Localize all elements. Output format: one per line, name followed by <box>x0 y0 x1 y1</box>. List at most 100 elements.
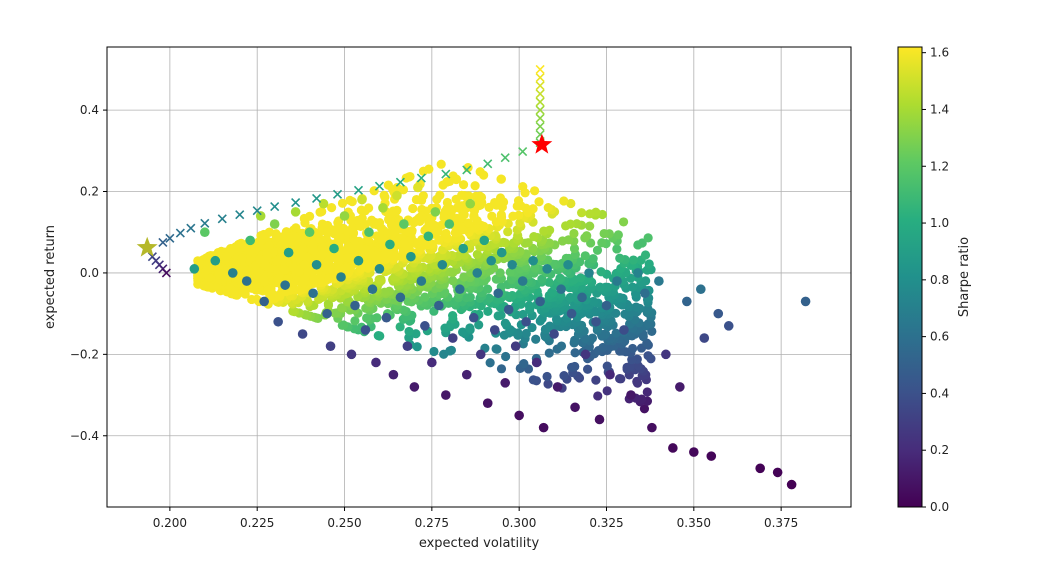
x-axis-label: expected volatility <box>419 536 540 551</box>
portfolio-point <box>557 236 568 246</box>
portfolio-point <box>294 267 304 277</box>
portfolio-point <box>227 268 238 278</box>
portfolio-point <box>534 197 544 207</box>
portfolio-point <box>597 238 607 248</box>
portfolio-point <box>280 280 290 290</box>
portfolio-point <box>311 259 322 270</box>
portfolio-point <box>521 316 531 327</box>
portfolio-point <box>371 357 381 368</box>
portfolio-point <box>654 276 664 286</box>
portfolio-point <box>448 311 458 321</box>
portfolio-point <box>346 349 357 360</box>
portfolio-point <box>800 296 811 307</box>
portfolio-point <box>723 321 734 331</box>
frontier-x-marker <box>535 81 545 91</box>
portfolio-point <box>641 276 651 286</box>
portfolio-point <box>374 274 384 285</box>
portfolio-point <box>353 255 364 266</box>
portfolio-point <box>483 284 493 294</box>
colorbar: 0.0 0.2 0.4 0.6 0.8 1.0 1.2 1.4 1.6 Sharpe ratio <box>897 46 972 514</box>
portfolio-point <box>468 312 479 323</box>
y-axis-label: expected return <box>43 225 58 329</box>
portfolio-point <box>542 371 552 382</box>
y-tick-label: 0.0 <box>80 266 99 280</box>
portfolio-point <box>519 359 529 369</box>
portfolio-point <box>309 274 319 284</box>
portfolio-point <box>517 276 528 286</box>
portfolio-point <box>329 243 339 254</box>
portfolio-point <box>457 327 468 337</box>
portfolio-point <box>259 274 269 284</box>
portfolio-point <box>259 296 269 307</box>
portfolio-point <box>412 342 422 352</box>
portfolio-point <box>474 320 484 330</box>
portfolio-point <box>283 247 294 258</box>
portfolio-point <box>429 220 439 230</box>
portfolio-point <box>542 264 552 274</box>
portfolio-point <box>640 250 651 260</box>
portfolio-point <box>507 259 517 270</box>
portfolio-point <box>461 293 471 303</box>
portfolio-point <box>404 227 414 237</box>
portfolio-point <box>639 404 650 414</box>
frontier-x-marker <box>312 193 322 203</box>
colorbar-tick-label: 1.2 <box>930 159 949 173</box>
portfolio-point <box>593 391 603 401</box>
portfolio-point <box>493 288 504 299</box>
portfolio-point <box>594 414 605 425</box>
portfolio-point <box>299 274 310 284</box>
portfolio-point <box>565 219 576 229</box>
portfolio-point <box>661 349 671 360</box>
portfolio-point <box>300 218 310 228</box>
x-tick-label: 0.375 <box>764 516 798 530</box>
colorbar-tick-label: 1.0 <box>930 216 949 230</box>
portfolio-point <box>585 221 595 231</box>
portfolio-point <box>323 228 333 238</box>
portfolio-point <box>321 264 332 275</box>
portfolio-point <box>577 292 587 303</box>
frontier-x-marker <box>462 165 472 175</box>
portfolio-point <box>420 321 430 331</box>
portfolio-point <box>529 232 539 242</box>
portfolio-point <box>559 371 569 381</box>
portfolio-point <box>628 255 638 265</box>
portfolio-point <box>491 200 502 210</box>
portfolio-point <box>566 198 576 209</box>
portfolio-point <box>528 255 538 266</box>
portfolio-point <box>458 180 469 190</box>
portfolio-point <box>619 325 629 335</box>
portfolio-point <box>555 273 565 283</box>
portfolio-point <box>475 349 486 360</box>
portfolio-point <box>580 333 590 344</box>
portfolio-point <box>408 203 418 214</box>
portfolio-point <box>580 251 590 261</box>
portfolio-point <box>465 198 476 209</box>
portfolio-point <box>297 250 307 261</box>
portfolio-point <box>544 277 554 287</box>
portfolio-point <box>411 215 421 226</box>
portfolio-point <box>786 479 797 490</box>
portfolio-point <box>430 207 441 217</box>
portfolio-point <box>595 282 605 292</box>
colorbar-ticks: 0.0 0.2 0.4 0.6 0.8 1.0 1.2 1.4 1.6 <box>922 46 949 514</box>
portfolio-point <box>458 243 469 254</box>
portfolio-point <box>202 265 212 275</box>
portfolio-point <box>545 321 555 331</box>
portfolio-point <box>543 379 553 389</box>
data-points <box>136 64 811 490</box>
portfolio-point <box>618 217 629 227</box>
portfolio-point <box>612 276 622 286</box>
portfolio-point <box>647 422 657 433</box>
frontier-x-marker <box>252 206 262 216</box>
portfolio-point <box>484 202 494 213</box>
y-tick-label: −0.4 <box>70 429 99 443</box>
y-tick-label: 0.2 <box>80 185 99 199</box>
portfolio-point <box>518 182 528 192</box>
portfolio-point <box>615 374 625 384</box>
portfolio-point <box>322 308 332 319</box>
portfolio-point <box>439 212 449 223</box>
portfolio-point <box>602 386 612 396</box>
frontier-x-marker <box>165 233 175 243</box>
frontier-x-marker <box>200 218 210 228</box>
